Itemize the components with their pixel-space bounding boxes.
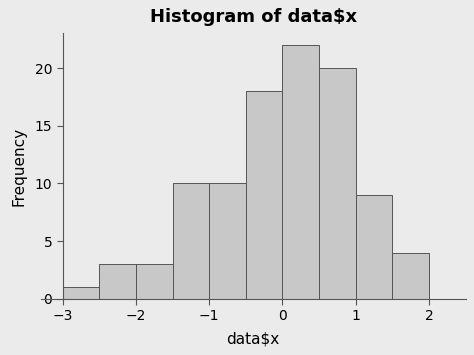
Bar (209, 184, 246, 299)
Bar (319, 68, 356, 299)
Bar (356, 195, 392, 299)
Title: Histogram of data$x: Histogram of data$x (150, 8, 357, 26)
Bar (246, 91, 283, 299)
Bar (392, 253, 429, 299)
Bar (63, 288, 100, 299)
Bar (100, 264, 136, 299)
Y-axis label: Frequency: Frequency (11, 127, 27, 206)
Bar (136, 264, 173, 299)
Bar (283, 45, 319, 299)
Bar (173, 184, 209, 299)
X-axis label: data$x: data$x (227, 332, 280, 347)
